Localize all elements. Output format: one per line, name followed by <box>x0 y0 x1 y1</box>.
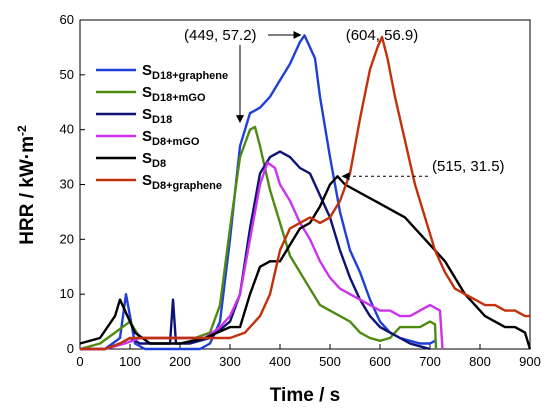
x-axis-ticks: 0 100 200 300 400 500 600 700 800 900 <box>76 344 541 369</box>
series-line-d8 <box>79 175 532 350</box>
x-tick-label: 400 <box>269 354 291 369</box>
series-lines <box>79 34 532 351</box>
x-tick-label: 0 <box>76 354 83 369</box>
y-axis-ticks: 0 10 20 30 40 50 60 <box>60 12 85 356</box>
x-tick-label: 500 <box>319 354 341 369</box>
annotation-peak-d8: (515, 31.5) <box>432 158 505 175</box>
annotations: (449, 57.2) (604, 56.9) (515, 31.5) <box>184 27 505 181</box>
legend-entry: SD8 <box>142 150 166 170</box>
x-tick-label: 200 <box>169 354 191 369</box>
y-tick-label: 0 <box>67 341 74 356</box>
y-tick-label: 30 <box>60 177 74 192</box>
legend: SD18+grapheneSD18+mGOSD18SD8+mGOSD8SD8+g… <box>96 62 228 192</box>
x-tick-label: 900 <box>519 354 541 369</box>
x-tick-label: 800 <box>469 354 491 369</box>
y-axis-title-main: HRR / kW <box>17 159 38 245</box>
legend-entry: SD8+mGO <box>142 128 200 148</box>
legend-entry: SD18+mGO <box>142 84 206 104</box>
y-tick-label: 60 <box>60 12 74 27</box>
annotation-peak-d8-graphene: (604, 56.9) <box>346 27 419 44</box>
y-axis-title: HRR / kW·m-2 <box>15 125 38 245</box>
legend-entry: SD18 <box>142 106 172 126</box>
y-axis-title-exponent: -2 <box>15 125 29 136</box>
x-tick-label: 600 <box>369 354 391 369</box>
series-line-d8-graphene <box>80 35 530 351</box>
y-axis-title-dot: · <box>17 153 38 159</box>
legend-entry: SD18+graphene <box>142 62 228 82</box>
y-tick-label: 20 <box>60 231 74 246</box>
series-line-d18-graphene <box>80 34 436 351</box>
x-tick-label: 300 <box>219 354 241 369</box>
x-axis-title: Time / s <box>270 385 340 406</box>
series-line-d8-mgo <box>80 161 444 351</box>
x-tick-label: 100 <box>119 354 141 369</box>
x-tick-label: 700 <box>419 354 441 369</box>
y-tick-label: 50 <box>60 67 74 82</box>
y-tick-label: 10 <box>60 286 74 301</box>
annotation-peak-d18-graphene: (449, 57.2) <box>184 27 257 44</box>
y-tick-label: 40 <box>60 122 74 137</box>
series-line-d18-mgo <box>79 125 438 351</box>
legend-entry: SD8+graphene <box>142 172 222 192</box>
y-axis-title-unit: m <box>17 136 38 153</box>
